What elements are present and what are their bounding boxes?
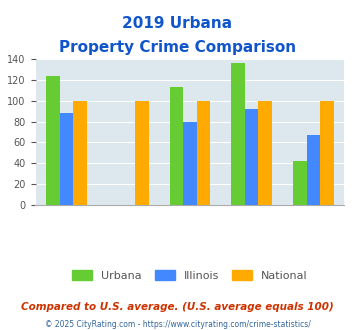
Bar (170, 87, 183, 205)
Bar (231, 62, 245, 205)
Bar (197, 101, 210, 205)
Bar (258, 101, 272, 205)
Bar (245, 109, 258, 205)
Text: Property Crime Comparison: Property Crime Comparison (59, 40, 296, 54)
Bar (307, 135, 320, 205)
Text: Compared to U.S. average. (U.S. average equals 100): Compared to U.S. average. (U.S. average … (21, 302, 334, 312)
Bar (183, 122, 197, 205)
Text: 2019 Urbana: 2019 Urbana (122, 16, 233, 31)
Legend: Urbana, Illinois, National: Urbana, Illinois, National (67, 265, 312, 285)
Bar (60, 113, 73, 205)
Text: © 2025 CityRating.com - https://www.cityrating.com/crime-statistics/: © 2025 CityRating.com - https://www.city… (45, 320, 310, 329)
Bar (293, 161, 307, 205)
Bar (135, 101, 148, 205)
Bar (46, 76, 60, 205)
Bar (73, 101, 87, 205)
Bar (320, 101, 334, 205)
